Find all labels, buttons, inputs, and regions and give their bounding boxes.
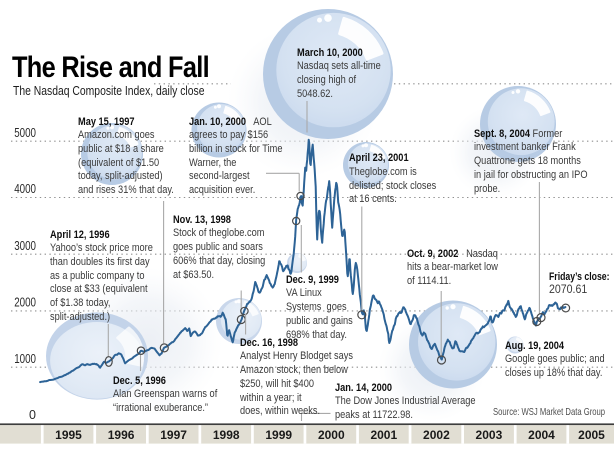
svg-text:0: 0 xyxy=(29,408,36,422)
svg-text:2000: 2000 xyxy=(318,428,345,442)
svg-text:1000: 1000 xyxy=(14,352,36,366)
svg-text:4000: 4000 xyxy=(14,182,36,196)
svg-text:1995: 1995 xyxy=(55,428,82,442)
svg-text:1998: 1998 xyxy=(213,428,240,442)
svg-text:2002: 2002 xyxy=(423,428,450,442)
svg-text:2001: 2001 xyxy=(370,428,397,442)
svg-text:2004: 2004 xyxy=(528,428,555,442)
svg-text:5000: 5000 xyxy=(14,126,36,140)
svg-text:1997: 1997 xyxy=(160,428,187,442)
svg-text:1999: 1999 xyxy=(265,428,292,442)
svg-text:2003: 2003 xyxy=(476,428,503,442)
svg-text:2005: 2005 xyxy=(578,428,605,442)
svg-text:1996: 1996 xyxy=(108,428,135,442)
svg-text:2000: 2000 xyxy=(14,296,36,310)
svg-text:3000: 3000 xyxy=(14,239,36,253)
